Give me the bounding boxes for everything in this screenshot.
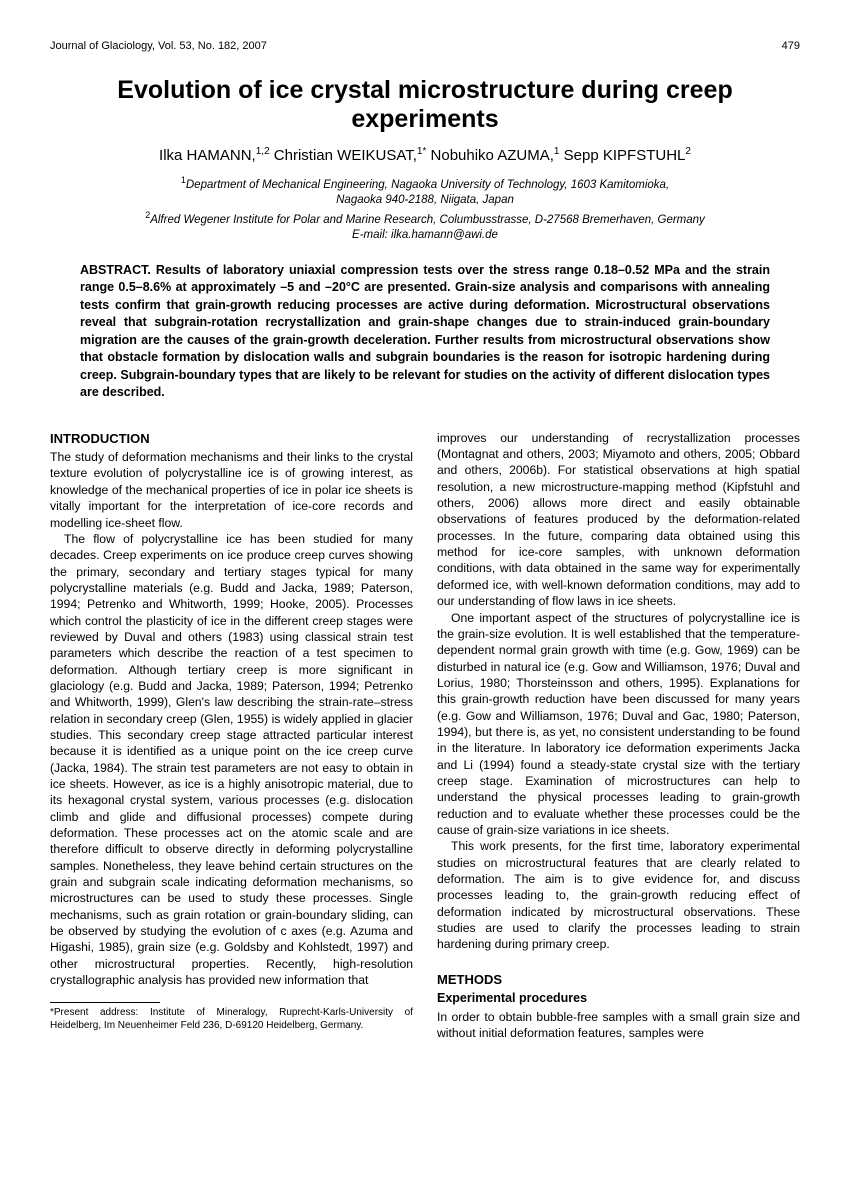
subheading-experimental: Experimental procedures [437,990,800,1007]
footnote-separator [50,1002,160,1003]
affiliations: 1Department of Mechanical Engineering, N… [50,174,800,244]
intro-para-2: The flow of polycrystalline ice has been… [50,531,413,989]
intro-para-5: This work presents, for the first time, … [437,838,800,952]
abstract: ABSTRACT. Results of laboratory uniaxial… [80,262,770,402]
affiliation-1-cont: Nagaoka 940-2188, Niigata, Japan [50,193,800,209]
article-title: Evolution of ice crystal microstructure … [50,76,800,134]
left-column: INTRODUCTION The study of deformation me… [50,430,413,1042]
author-list: Ilka HAMANN,1,2 Christian WEIKUSAT,1* No… [50,146,800,164]
running-header: Journal of Glaciology, Vol. 53, No. 182,… [50,40,800,52]
affiliation-2: 2Alfred Wegener Institute for Polar and … [50,209,800,228]
contact-email: E-mail: ilka.hamann@awi.de [50,228,800,244]
footnote-present-address: *Present address: Institute of Mineralog… [50,1006,413,1032]
right-column: improves our understanding of recrystall… [437,430,800,1042]
methods-para-1: In order to obtain bubble-free samples w… [437,1009,800,1042]
section-heading-introduction: INTRODUCTION [50,430,413,447]
intro-para-4: One important aspect of the structures o… [437,610,800,839]
section-heading-methods: METHODS [437,971,800,988]
affiliation-1: 1Department of Mechanical Engineering, N… [50,174,800,193]
journal-citation: Journal of Glaciology, Vol. 53, No. 182,… [50,40,267,52]
page-number: 479 [782,40,800,52]
body-columns: INTRODUCTION The study of deformation me… [50,430,800,1042]
intro-para-3: improves our understanding of recrystall… [437,430,800,610]
intro-para-1: The study of deformation mechanisms and … [50,449,413,531]
